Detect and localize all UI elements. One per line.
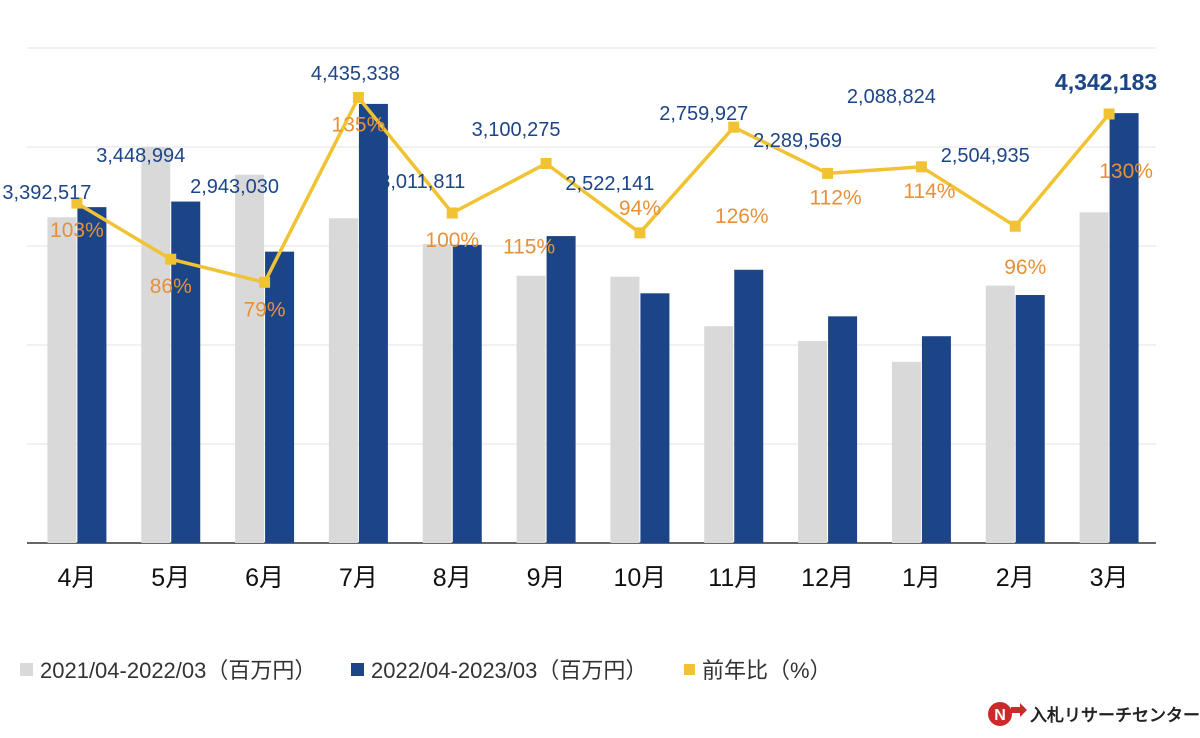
value-label: 3,011,811 <box>379 171 465 193</box>
ratio-point[interactable] <box>259 276 271 288</box>
bar-prev-year[interactable] <box>516 275 546 543</box>
ratio-point[interactable] <box>1103 108 1115 120</box>
legend-label-prev-year: 2021/04-2022/03（百万円） <box>40 658 316 683</box>
ratio-label: 103% <box>50 219 104 242</box>
value-label: 2,943,030 <box>190 176 279 198</box>
ratio-point[interactable] <box>71 197 83 209</box>
ratio-line-series <box>71 92 1115 288</box>
ratio-label: 115% <box>503 236 555 259</box>
value-label: 3,392,517 <box>2 182 91 204</box>
legend-item-current-year[interactable]: 2022/04-2023/03（百万円） <box>351 658 647 683</box>
bar-current-year[interactable] <box>265 251 295 544</box>
value-label: 2,759,927 <box>659 103 748 125</box>
bar-prev-year[interactable] <box>1079 212 1109 543</box>
x-tick-label: 8月 <box>433 564 472 592</box>
x-tick-label: 1月 <box>902 564 941 592</box>
legend-item-prev-year[interactable]: 2021/04-2022/03（百万円） <box>20 658 316 683</box>
bar-series <box>47 103 1139 544</box>
ratio-label: 86% <box>150 275 192 298</box>
bar-current-year[interactable] <box>640 293 670 543</box>
bar-current-year[interactable] <box>1109 113 1139 543</box>
ratio-label: 100% <box>425 229 479 252</box>
bar-prev-year[interactable] <box>610 276 640 543</box>
ratio-label: 112% <box>810 186 862 209</box>
value-label: 2,088,824 <box>847 86 936 108</box>
logo-mark-icon <box>988 702 1012 726</box>
value-label: 2,289,569 <box>753 130 842 152</box>
ratio-label: 96% <box>1004 256 1046 279</box>
x-tick-label: 2月 <box>996 564 1035 592</box>
x-tick-label: 6月 <box>245 564 284 592</box>
bar-prev-year[interactable] <box>798 341 828 543</box>
bar-current-year[interactable] <box>358 103 388 543</box>
x-tick-label: 11月 <box>708 564 759 592</box>
ratio-point[interactable] <box>915 161 927 173</box>
x-tick-label: 9月 <box>527 564 566 592</box>
ratio-label: 135% <box>332 114 386 137</box>
ratio-point[interactable] <box>634 227 646 239</box>
bar-prev-year[interactable] <box>328 218 358 543</box>
value-label: 4,342,183 <box>1055 69 1157 95</box>
bar-current-year[interactable] <box>1015 295 1045 543</box>
ratio-point[interactable] <box>352 92 364 103</box>
logo-arrow-icon <box>1011 703 1027 717</box>
bar-current-year[interactable] <box>546 236 576 544</box>
bar-current-year[interactable] <box>452 244 482 544</box>
x-tick-label: 3月 <box>1090 564 1129 592</box>
ratio-point[interactable] <box>822 167 834 179</box>
x-tick-label: 10月 <box>614 564 667 592</box>
value-label: 2,504,935 <box>941 145 1030 167</box>
value-label: 3,100,275 <box>472 119 561 141</box>
bar-current-year[interactable] <box>171 201 201 543</box>
ratio-line <box>76 95 1111 285</box>
bar-current-year[interactable] <box>828 316 858 543</box>
legend: 2021/04-2022/03（百万円） 2022/04-2023/03（百万円… <box>20 658 832 683</box>
value-label: 2,522,141 <box>565 173 654 195</box>
value-label: 4,435,338 <box>311 63 400 85</box>
ratio-label: 126% <box>715 205 769 228</box>
bar-prev-year[interactable] <box>985 285 1015 543</box>
bar-prev-year[interactable] <box>422 244 452 543</box>
ratio-point[interactable] <box>165 253 177 265</box>
bar-current-year[interactable] <box>734 269 764 543</box>
ratio-point[interactable] <box>1009 220 1021 232</box>
x-axis: 4月 5月 6月 7月 8月 9月 10月 11月 12月 1月 2月 3月 <box>57 564 1128 592</box>
x-tick-label: 7月 <box>339 564 378 592</box>
bar-prev-year[interactable] <box>891 361 921 543</box>
legend-swatch-ratio <box>684 664 695 675</box>
legend-label-current-year: 2022/04-2023/03（百万円） <box>371 658 647 683</box>
bar-prev-year[interactable] <box>141 147 171 543</box>
bar-prev-year[interactable] <box>235 174 265 543</box>
bar-current-year[interactable] <box>77 207 107 544</box>
x-tick-label: 12月 <box>801 564 854 592</box>
legend-item-ratio[interactable]: 前年比（%） <box>684 658 832 683</box>
ratio-point[interactable] <box>446 207 458 219</box>
bar-prev-year[interactable] <box>704 326 734 543</box>
value-label: 3,448,994 <box>96 145 185 167</box>
legend-swatch-prev-year <box>20 663 33 676</box>
logo-text: 入札リサーチセンター <box>1030 705 1200 725</box>
ratio-label: 94% <box>619 197 661 220</box>
brand-logo: N 入札リサーチセンター <box>988 702 1200 726</box>
bar-current-year[interactable] <box>921 336 951 543</box>
ratio-label: 130% <box>1099 160 1153 183</box>
logo-mark-letter: N <box>994 707 1006 724</box>
x-tick-label: 4月 <box>57 564 96 592</box>
ratio-point[interactable] <box>540 158 552 169</box>
ratio-label: 79% <box>244 298 286 321</box>
x-tick-label: 5月 <box>151 564 190 592</box>
grid-lines <box>27 47 1156 544</box>
ratio-point[interactable] <box>728 121 740 133</box>
ratio-label: 114% <box>903 180 955 203</box>
bar-prev-year[interactable] <box>47 217 77 544</box>
legend-swatch-current-year <box>351 663 364 676</box>
legend-label-ratio: 前年比（%） <box>702 658 832 683</box>
